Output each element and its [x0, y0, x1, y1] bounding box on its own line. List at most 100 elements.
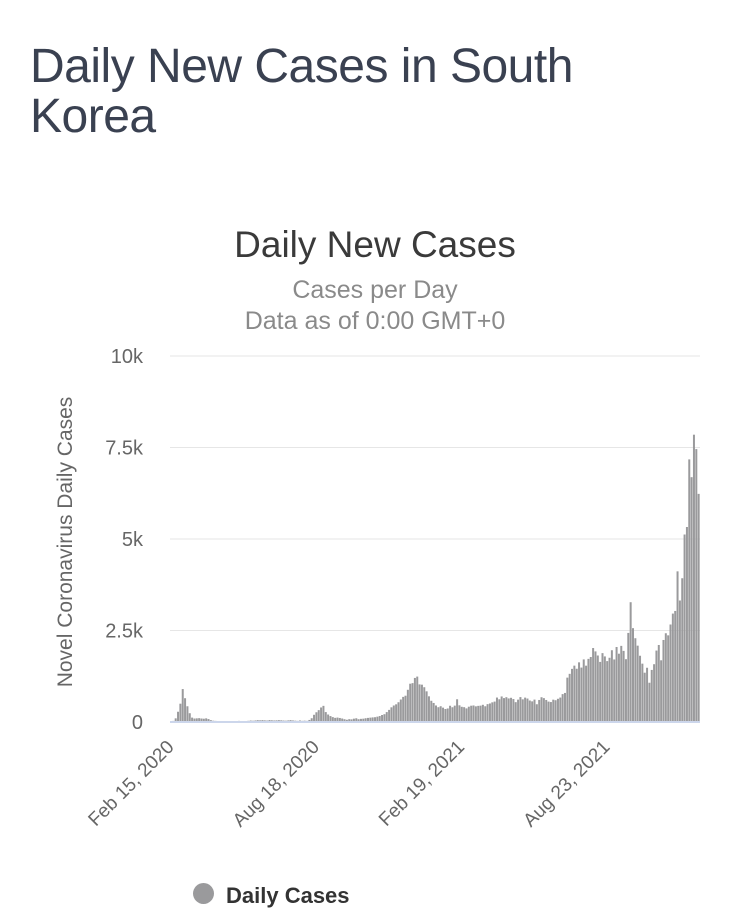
bar — [566, 678, 568, 722]
bar — [658, 645, 660, 722]
bar — [189, 713, 191, 722]
bar — [541, 697, 543, 722]
bar — [381, 715, 383, 722]
bar — [641, 664, 643, 722]
bar — [651, 670, 653, 722]
bar — [585, 666, 587, 722]
x-tick-label: Feb 15, 2020 — [85, 737, 179, 831]
bar — [386, 712, 388, 722]
bar — [465, 708, 467, 722]
bar — [698, 494, 700, 722]
bar — [688, 459, 690, 722]
bar — [419, 684, 421, 722]
bar — [487, 704, 489, 722]
bar — [470, 706, 472, 722]
bar — [634, 638, 636, 722]
legend-item-daily-cases[interactable]: Daily Cases — [193, 882, 350, 912]
bar — [611, 650, 613, 722]
bar — [618, 654, 620, 722]
bar — [444, 709, 446, 722]
bar — [613, 659, 615, 722]
bar — [674, 611, 676, 722]
bar — [473, 705, 475, 722]
bar — [695, 449, 697, 722]
bar — [686, 527, 688, 722]
bar — [632, 628, 634, 722]
bar — [594, 651, 596, 722]
bar — [423, 687, 425, 722]
bar — [681, 578, 683, 722]
bar — [548, 702, 550, 722]
bar — [557, 699, 559, 722]
bar — [677, 571, 679, 722]
bar — [414, 678, 416, 722]
bars-series-daily-cases — [170, 435, 700, 722]
bar — [620, 646, 622, 722]
bar — [526, 699, 528, 722]
bar — [426, 691, 428, 722]
bar — [313, 715, 315, 722]
bar — [496, 698, 498, 722]
bar — [325, 712, 327, 722]
bar — [590, 657, 592, 722]
bar — [498, 699, 500, 722]
bar — [508, 698, 510, 722]
bar — [573, 666, 575, 722]
bar — [435, 705, 437, 722]
legend-label: Daily Cases — [226, 885, 350, 907]
bar — [322, 706, 324, 722]
bar — [529, 701, 531, 722]
bar — [571, 669, 573, 722]
bar — [545, 700, 547, 722]
bar — [433, 703, 435, 722]
bar — [447, 708, 449, 722]
bar — [383, 714, 385, 722]
bar — [648, 683, 650, 722]
bar — [604, 656, 606, 722]
bar — [503, 698, 505, 722]
bar — [395, 704, 397, 722]
bar — [184, 698, 186, 722]
bar — [430, 701, 432, 722]
bar — [512, 699, 514, 722]
bar — [580, 668, 582, 722]
bar — [440, 706, 442, 722]
bar — [484, 706, 486, 722]
bar — [407, 690, 409, 722]
bar — [186, 706, 188, 722]
bar — [670, 625, 672, 723]
bar — [531, 701, 533, 722]
bar — [655, 651, 657, 722]
bar — [451, 707, 453, 722]
bar — [555, 700, 557, 722]
bar — [691, 477, 693, 722]
bar — [616, 647, 618, 722]
bar — [442, 708, 444, 722]
bar — [397, 702, 399, 722]
bar — [552, 700, 554, 722]
bar — [416, 677, 418, 722]
y-tick-label: 2.5k — [105, 621, 144, 643]
bar — [562, 694, 564, 722]
bar — [602, 653, 604, 722]
bar — [534, 700, 536, 722]
bar — [646, 668, 648, 722]
bar — [569, 674, 571, 722]
bar — [538, 700, 540, 722]
bar — [625, 659, 627, 722]
bar — [672, 614, 674, 722]
bar — [393, 705, 395, 722]
bar — [489, 703, 491, 722]
bar — [606, 661, 608, 722]
bar — [463, 707, 465, 722]
bar — [587, 659, 589, 722]
bar — [421, 685, 423, 722]
bar — [630, 602, 632, 722]
bar — [517, 700, 519, 722]
bar — [576, 669, 578, 722]
y-tick-label: 7.5k — [105, 438, 144, 460]
bar — [437, 707, 439, 722]
bar — [578, 662, 580, 722]
